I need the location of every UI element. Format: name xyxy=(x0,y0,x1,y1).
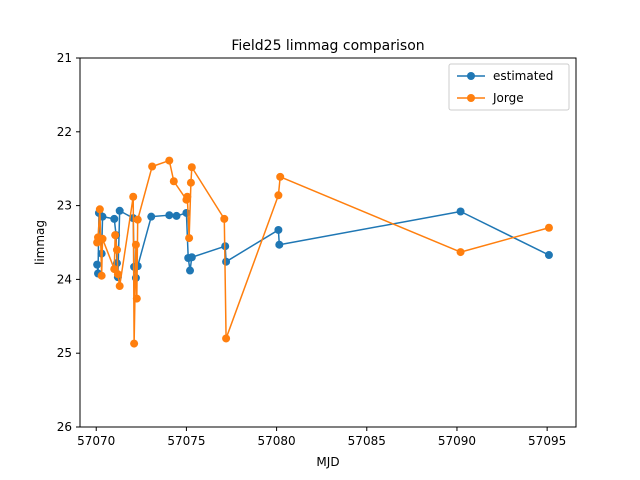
series-layer xyxy=(93,156,553,348)
x-axis-label: MJD xyxy=(316,455,339,469)
data-point xyxy=(187,163,196,172)
data-point xyxy=(186,266,195,275)
data-point xyxy=(274,191,283,200)
data-point xyxy=(185,234,194,243)
data-point xyxy=(132,294,141,303)
x-tick-label: 57085 xyxy=(348,434,386,448)
data-point xyxy=(544,251,553,260)
data-point xyxy=(276,172,285,181)
series-jorge xyxy=(93,156,553,348)
legend-label: estimated xyxy=(493,69,553,83)
data-point xyxy=(147,212,156,221)
x-tick-label: 57090 xyxy=(438,434,476,448)
legend-swatch-marker xyxy=(467,94,475,102)
data-point xyxy=(111,231,120,240)
data-point xyxy=(172,211,181,220)
data-point xyxy=(222,257,231,266)
x-tick-label: 57080 xyxy=(258,434,296,448)
legend-swatch-marker xyxy=(467,72,475,80)
y-axis-label: limmag xyxy=(33,220,47,265)
data-point xyxy=(97,271,106,280)
data-point xyxy=(115,206,124,215)
y-tick-label: 23 xyxy=(57,199,72,213)
data-point xyxy=(93,260,102,269)
data-point xyxy=(222,334,231,343)
data-point xyxy=(169,177,178,186)
x-tick-label: 57070 xyxy=(77,434,115,448)
legend-label: Jorge xyxy=(492,91,524,105)
data-point xyxy=(275,240,284,249)
data-point xyxy=(98,234,107,243)
data-point xyxy=(186,178,195,187)
data-point xyxy=(131,240,140,249)
legend: estimated Jorge xyxy=(448,63,570,111)
data-point xyxy=(129,192,138,201)
y-tick-label: 25 xyxy=(57,346,72,360)
data-point xyxy=(95,205,104,214)
data-point xyxy=(274,225,283,234)
data-point xyxy=(113,270,122,279)
y-tick-label: 21 xyxy=(57,51,72,65)
data-point xyxy=(165,156,174,165)
data-point xyxy=(187,253,196,262)
y-axis-ticks: 21 22 23 24 25 26 xyxy=(57,51,80,434)
legend-item: estimated xyxy=(457,69,553,83)
chart-title: Field25 limmag comparison xyxy=(231,38,424,54)
data-point xyxy=(220,214,229,223)
plot-area xyxy=(80,58,576,427)
data-point xyxy=(148,162,157,171)
data-point xyxy=(183,192,192,201)
legend-item: Jorge xyxy=(457,91,524,105)
data-point xyxy=(112,245,121,254)
data-point xyxy=(456,207,465,216)
data-point xyxy=(133,215,142,224)
y-tick-label: 26 xyxy=(57,420,72,434)
axes-frame xyxy=(79,57,577,428)
legend-items: estimated Jorge xyxy=(457,69,553,105)
data-point xyxy=(110,214,119,223)
x-axis-ticks: 57070 57075 57080 57085 57090 57095 xyxy=(77,427,566,448)
y-tick-label: 24 xyxy=(57,272,72,286)
data-point xyxy=(165,211,174,220)
data-point xyxy=(544,223,553,232)
data-point xyxy=(456,248,465,257)
x-tick-label: 57075 xyxy=(167,434,205,448)
y-tick-label: 22 xyxy=(57,125,72,139)
x-tick-label: 57095 xyxy=(528,434,566,448)
data-point xyxy=(130,339,139,348)
data-point xyxy=(115,282,124,291)
